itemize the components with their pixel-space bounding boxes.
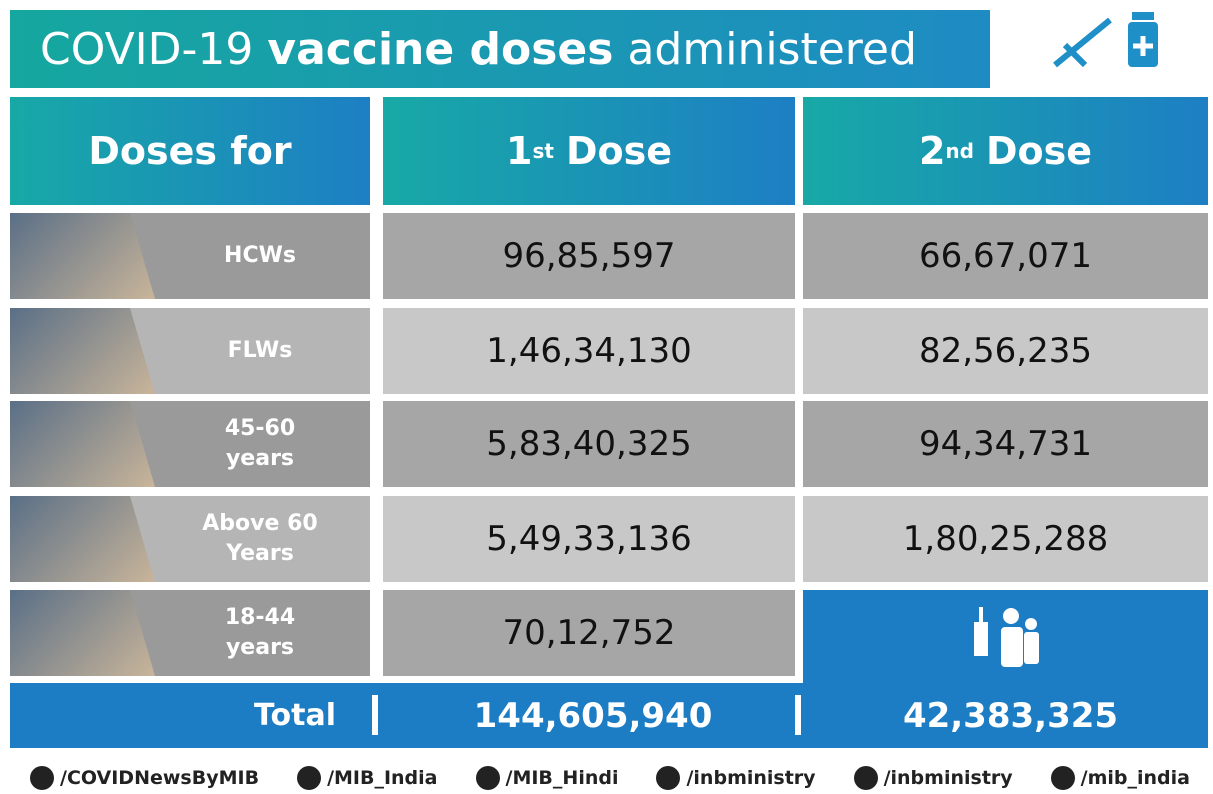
dose1-cell: 5,49,33,136 [383,496,795,582]
total-label: Total [210,683,380,748]
row-label-line: years [160,444,360,474]
social-text: /inbministry [884,767,1013,789]
dose1-cell: 96,85,597 [383,213,795,299]
row-photo [10,308,155,394]
row-label-line: FLWs [160,336,360,366]
row-photo [10,496,155,582]
row-label: HCWs [160,213,360,299]
social-handle: /COVIDNewsByMIB [30,763,259,793]
row-label-line: years [160,633,360,663]
row-photo [10,401,155,487]
title-suffix: administered [627,24,916,75]
dose2-cell: 66,67,071 [803,213,1208,299]
row-label-line: Years [160,539,360,569]
dose2-icon-cell [803,590,1208,683]
dose1-cell: 1,46,34,130 [383,308,795,394]
header-label: Dose [566,129,672,173]
header-number: 1 [506,129,532,173]
dose2-cell: 82,56,235 [803,308,1208,394]
row-label-line: 18-44 [160,603,360,633]
dose1-cell: 70,12,752 [383,590,795,676]
dose2-cell: 94,34,731 [803,401,1208,487]
social-handle: /inbministry [656,763,815,793]
social-handle: /inbministry [854,763,1013,793]
row-label-cell: FLWs [10,308,370,394]
social-icon [1051,766,1075,790]
title: COVID-19 vaccine doses administered [40,24,917,75]
social-text: /inbministry [686,767,815,789]
footer: /COVIDNewsByMIB/MIB_India/MIB_Hindi/inbm… [30,763,1190,793]
title-band: COVID-19 vaccine doses administered [10,10,990,88]
social-text: /mib_india [1081,767,1190,789]
divider [795,695,801,735]
row-label-line: 45-60 [160,414,360,444]
social-handle: /MIB_India [297,763,437,793]
total-dose1: 144,605,940 [393,683,793,748]
social-handle: /mib_india [1051,763,1190,793]
dose2-cell: 1,80,25,288 [803,496,1208,582]
total-dose2: 42,383,325 [813,683,1208,748]
people-icon [966,602,1046,672]
page: COVID-19 vaccine doses administered /COV… [0,0,1213,794]
social-text: /MIB_India [327,767,437,789]
row-label: FLWs [160,308,360,394]
vaccine-icon [1040,10,1170,80]
divider [372,695,378,735]
column-header: Doses for [10,97,370,205]
title-bold: vaccine doses [267,24,613,75]
header-label: Dose [986,129,1092,173]
header-label: Doses for [88,129,291,173]
header-suffix: nd [945,139,974,163]
row-label-line: HCWs [160,241,360,271]
row-label-cell: HCWs [10,213,370,299]
dose1-cell: 5,83,40,325 [383,401,795,487]
social-icon [854,766,878,790]
social-text: /COVIDNewsByMIB [60,767,259,789]
header-suffix: st [532,139,553,163]
social-handle: /MIB_Hindi [476,763,619,793]
social-icon [297,766,321,790]
social-icon [656,766,680,790]
social-text: /MIB_Hindi [506,767,619,789]
social-icon [476,766,500,790]
row-label-line: Above 60 [160,509,360,539]
row-photo [10,213,155,299]
title-prefix: COVID-19 [40,24,253,75]
social-icon [30,766,54,790]
header-number: 2 [919,129,945,173]
row-photo [10,590,155,676]
